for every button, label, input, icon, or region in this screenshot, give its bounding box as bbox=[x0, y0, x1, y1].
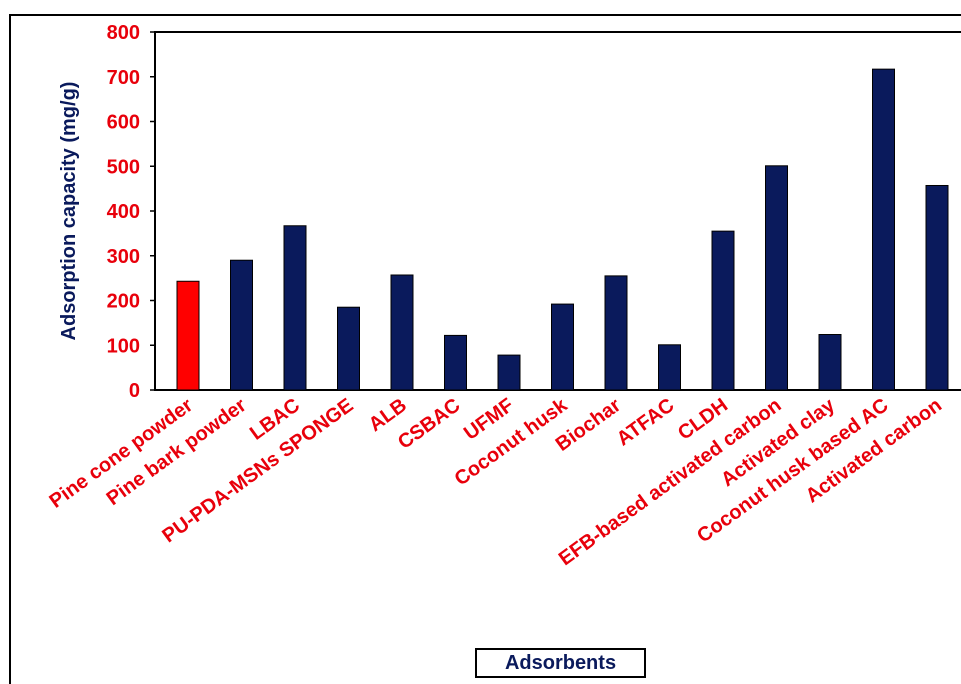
y-tick-label: 400 bbox=[107, 201, 140, 223]
bar bbox=[283, 225, 307, 391]
bar bbox=[658, 344, 681, 391]
figure-frame bbox=[9, 14, 961, 684]
bar bbox=[925, 184, 949, 391]
bar bbox=[551, 303, 574, 391]
bar bbox=[604, 275, 628, 391]
x-tick-label: CSBAC bbox=[394, 394, 464, 454]
bars bbox=[176, 68, 949, 391]
bar bbox=[711, 230, 735, 391]
y-tick-label: 0 bbox=[129, 380, 140, 402]
x-axis-title: Adsorbents bbox=[475, 648, 646, 678]
y-tick-label: 600 bbox=[107, 112, 140, 134]
y-tick-label: 800 bbox=[107, 22, 140, 44]
bar bbox=[765, 165, 788, 391]
bar bbox=[230, 259, 253, 391]
y-tick-label: 300 bbox=[107, 246, 140, 268]
y-axis-ticks: 0 100 200 300 400 500 600 700 800 bbox=[107, 22, 155, 402]
y-axis-title: Adsorption capacity (mg/g) bbox=[58, 82, 80, 341]
bar bbox=[872, 68, 895, 391]
bar bbox=[818, 334, 842, 391]
bar bbox=[337, 306, 360, 391]
bar bbox=[497, 354, 521, 391]
y-tick-label: 100 bbox=[107, 335, 140, 357]
x-tick-label: ATFAC bbox=[613, 394, 679, 450]
bar bbox=[390, 274, 414, 391]
y-tick-label: 200 bbox=[107, 291, 140, 313]
y-tick-label: 500 bbox=[107, 156, 140, 178]
y-tick-label: 700 bbox=[107, 67, 140, 89]
bar bbox=[176, 280, 200, 391]
bar bbox=[444, 334, 467, 391]
